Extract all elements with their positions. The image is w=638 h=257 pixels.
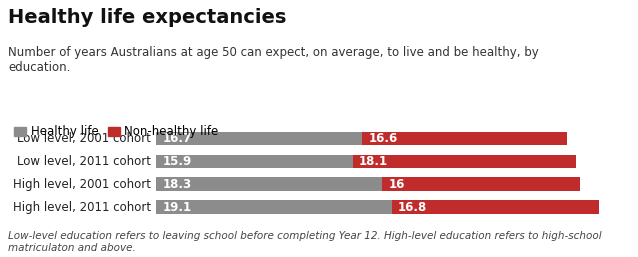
Text: 16.6: 16.6	[369, 132, 398, 145]
Text: High level, 2011 cohort: High level, 2011 cohort	[13, 200, 151, 214]
Bar	[362, 132, 567, 145]
Text: High level, 2001 cohort: High level, 2001 cohort	[13, 178, 151, 191]
Bar	[156, 177, 382, 191]
Bar	[156, 154, 353, 168]
Bar	[392, 200, 599, 214]
Text: 18.1: 18.1	[359, 155, 388, 168]
Text: 16.8: 16.8	[398, 200, 427, 214]
Text: Low level, 2011 cohort: Low level, 2011 cohort	[17, 155, 151, 168]
Bar	[156, 200, 392, 214]
Text: 16.7: 16.7	[163, 132, 191, 145]
Text: Number of years Australians at age 50 can expect, on average, to live and be hea: Number of years Australians at age 50 ca…	[8, 46, 539, 74]
Bar	[353, 154, 576, 168]
Bar	[156, 132, 362, 145]
Bar	[382, 177, 579, 191]
Text: Healthy life expectancies: Healthy life expectancies	[8, 8, 286, 27]
Text: 19.1: 19.1	[163, 200, 191, 214]
Legend: Healthy life, Non-healthy life: Healthy life, Non-healthy life	[14, 125, 219, 139]
Text: 18.3: 18.3	[163, 178, 191, 191]
Text: 16: 16	[389, 178, 404, 191]
Text: Low-level education refers to leaving school before completing Year 12. High-lev: Low-level education refers to leaving sc…	[8, 231, 602, 253]
Text: Low level, 2001 cohort: Low level, 2001 cohort	[17, 132, 151, 145]
Text: 15.9: 15.9	[163, 155, 192, 168]
